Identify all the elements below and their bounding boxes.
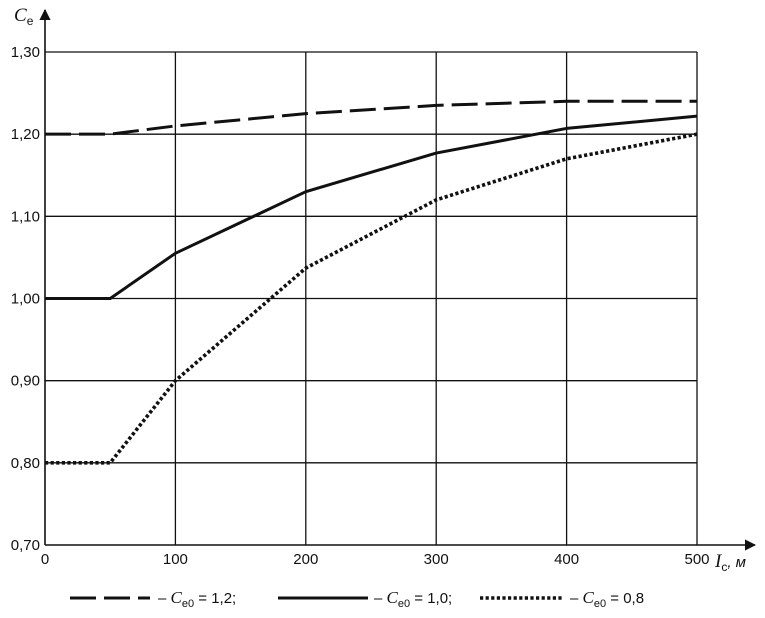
x-tick-label: 200 (293, 551, 318, 568)
y-tick-label: 0,90 (11, 373, 40, 390)
grid-lines (45, 51, 698, 545)
legend: – Ce0 = 1,2; – Ce0 = 1,0; – Ce0 = 0,8 (70, 588, 644, 610)
y-tick-label: 1,10 (11, 208, 40, 225)
series-lines (45, 99, 698, 465)
axis-labels: Ce Ic, м (14, 5, 746, 574)
x-tick-label: 0 (41, 551, 49, 568)
series-line-solid (45, 114, 698, 300)
y-tick-label: 1,30 (11, 44, 40, 61)
series-line-dashed (45, 99, 697, 136)
x-tick-label: 500 (684, 551, 709, 568)
legend-label: – Ce0 = 1,0; (374, 588, 452, 610)
y-tick-label: 0,70 (11, 537, 40, 554)
x-axis-label: Ic, м (714, 551, 746, 574)
legend-label: – Ce0 = 1,2; (158, 588, 236, 610)
legend-label: – Ce0 = 0,8 (570, 588, 644, 610)
y-tick-label: 1,00 (11, 291, 40, 308)
tick-labels: 0 100 200 300 400 500 0,70 0,80 0,90 1,00 1,10 1,20… (11, 44, 710, 568)
y-tick-label: 0,80 (11, 455, 40, 472)
x-tick-label: 100 (163, 551, 188, 568)
y-tick-label: 1,20 (11, 126, 40, 143)
x-tick-label: 400 (554, 551, 579, 568)
series-line-dotted (45, 132, 698, 465)
x-tick-label: 300 (424, 551, 449, 568)
axes (39, 8, 757, 551)
y-axis-label: Ce (14, 5, 34, 28)
